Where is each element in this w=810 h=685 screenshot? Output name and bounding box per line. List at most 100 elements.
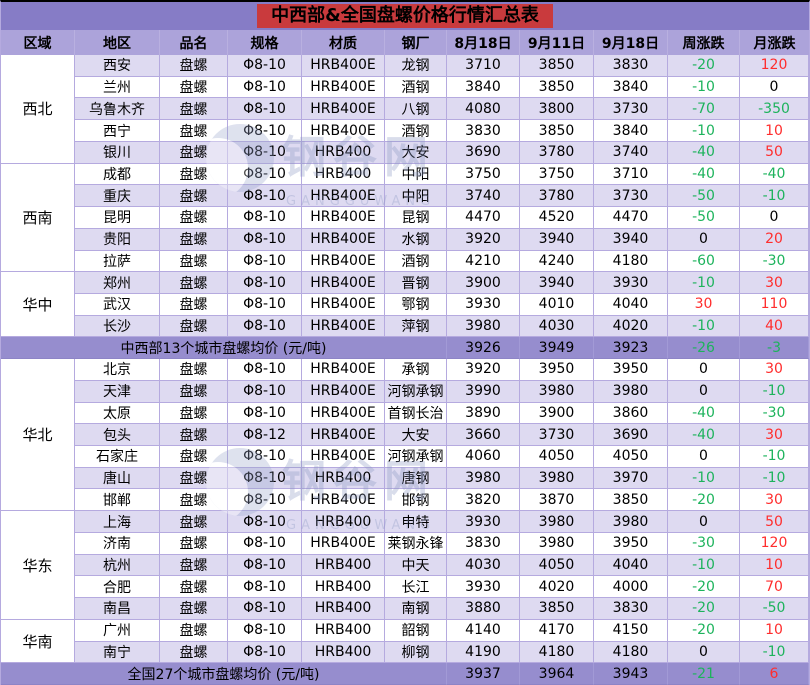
price-cell: 3880: [447, 598, 520, 620]
summary-week-change: -21: [668, 663, 740, 685]
month-change-cell: 120: [740, 532, 809, 555]
material-cell: HRB400: [302, 554, 385, 577]
price-cell: 4180: [594, 250, 668, 273]
price-cell: 3980: [520, 511, 594, 533]
material-cell: HRB400E: [302, 446, 385, 468]
month-change-cell: 70: [740, 576, 809, 599]
product-cell: 盘螺: [160, 532, 228, 555]
price-cell: 3970: [594, 467, 668, 490]
week-change-cell: 0: [668, 641, 740, 664]
price-cell: 3820: [447, 489, 520, 512]
price-cell: 3780: [520, 185, 594, 208]
price-cell: 4040: [594, 293, 668, 316]
spec-cell: Φ8-10: [228, 446, 302, 468]
product-cell: 盘螺: [160, 120, 228, 142]
price-cell: 3840: [594, 120, 668, 142]
city-cell: 太原: [75, 402, 160, 425]
product-cell: 盘螺: [160, 641, 228, 664]
month-change-cell: 110: [740, 293, 809, 316]
column-header-10: 月涨跌: [753, 35, 796, 52]
price-cell: 3950: [594, 532, 668, 555]
table-body: 西北 西安 盘螺 Φ8-10 HRB400E 龙钢 3710 3850 3830 -20 120 兰州…: [1, 55, 809, 685]
month-change-cell: 10: [740, 554, 809, 577]
summary-month-change: -3: [740, 337, 809, 360]
price-cell: 3850: [520, 76, 594, 99]
column-header-4: 材质: [302, 30, 385, 55]
city-cell: 贵阳: [75, 228, 160, 251]
week-change-cell: -60: [668, 250, 740, 273]
week-change-cell: -20: [668, 489, 740, 512]
column-header-9: 周涨跌: [668, 30, 740, 55]
product-cell: 盘螺: [160, 511, 228, 533]
price-cell: 3950: [520, 359, 594, 381]
mill-cell: 酒钢: [385, 76, 447, 99]
price-cell: 4080: [447, 98, 520, 121]
region-cell: 华中: [1, 272, 75, 338]
spec-cell: Φ8-10: [228, 598, 302, 620]
week-change-cell: -20: [668, 619, 740, 642]
price-cell: 3980: [520, 380, 594, 403]
city-cell: 西宁: [75, 120, 160, 142]
material-cell: HRB400E: [302, 76, 385, 99]
region-cell: 华东: [1, 511, 75, 620]
price-cell: 3840: [594, 76, 668, 99]
price-cell: 3740: [594, 141, 668, 164]
price-cell: 4040: [594, 554, 668, 577]
week-change-cell: -10: [668, 272, 740, 294]
product-cell: 盘螺: [160, 76, 228, 99]
month-change-cell: 30: [740, 489, 809, 512]
spec-cell: Φ8-10: [228, 402, 302, 425]
month-change-cell: 30: [740, 359, 809, 381]
price-cell: 3900: [447, 272, 520, 294]
city-cell: 济南: [75, 532, 160, 555]
week-change-cell: -40: [668, 424, 740, 447]
mill-cell: 长江: [385, 576, 447, 599]
price-cell: 4150: [594, 619, 668, 642]
week-change-cell: -10: [668, 120, 740, 142]
week-change-cell: -50: [668, 207, 740, 229]
city-cell: 唐山: [75, 467, 160, 490]
material-cell: HRB400: [302, 467, 385, 490]
product-cell: 盘螺: [160, 185, 228, 208]
city-cell: 昆明: [75, 207, 160, 229]
material-cell: HRB400E: [302, 55, 385, 77]
summary-price-cell: 3923: [594, 337, 668, 360]
material-cell: HRB400E: [302, 120, 385, 142]
city-cell: 成都: [75, 163, 160, 186]
product-cell: 盘螺: [160, 619, 228, 642]
month-change-cell: 30: [740, 424, 809, 447]
price-cell: 3740: [447, 185, 520, 208]
mill-cell: 酒钢: [385, 250, 447, 273]
title-row: 中西部&全国盘螺价格行情汇总表: [1, 2, 809, 30]
week-change-cell: -10: [668, 76, 740, 99]
price-cell: 4020: [520, 576, 594, 599]
price-cell: 3730: [594, 98, 668, 121]
region-cell: 西南: [1, 163, 75, 273]
price-cell: 3730: [594, 185, 668, 208]
price-cell: 3660: [447, 424, 520, 447]
summary-price-cell: 3937: [447, 663, 520, 685]
price-cell: 3830: [447, 532, 520, 555]
month-change-cell: -30: [740, 250, 809, 273]
region-cell: 西北: [1, 55, 75, 164]
summary-week-change: -26: [668, 337, 740, 360]
city-cell: 南昌: [75, 598, 160, 620]
spec-cell: Φ8-10: [228, 207, 302, 229]
column-header-1: 地区: [75, 30, 160, 55]
material-cell: HRB400E: [302, 207, 385, 229]
summary-month-change: 6: [740, 663, 809, 685]
price-cell: 3890: [447, 402, 520, 425]
city-cell: 长沙: [75, 315, 160, 338]
week-change-cell: -70: [668, 98, 740, 121]
spec-cell: Φ8-10: [228, 467, 302, 490]
month-change-cell: -350: [740, 98, 809, 121]
mill-cell: 龙钢: [385, 55, 447, 77]
city-cell: 北京: [75, 359, 160, 381]
table-header-row: 区域 地区 品名 规格 材质 钢厂 8月18日 9月11日 9月18日 周涨跌 月涨跌: [1, 30, 809, 55]
region-cell: 华北: [1, 359, 75, 512]
material-cell: HRB400: [302, 619, 385, 642]
material-cell: HRB400E: [302, 359, 385, 381]
city-cell: 西安: [75, 55, 160, 77]
city-cell: 乌鲁木齐: [75, 98, 160, 121]
